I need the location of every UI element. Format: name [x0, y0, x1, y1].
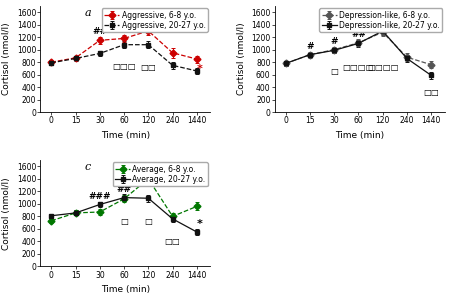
Text: ###: ### — [137, 165, 159, 174]
Text: #: # — [330, 37, 338, 46]
Text: □□: □□ — [165, 237, 180, 246]
X-axis label: Time (min): Time (min) — [335, 131, 384, 140]
Text: □□: □□ — [423, 89, 439, 97]
Legend: Depression-like, 6-8 y.o., Depression-like, 20-27 y.o.: Depression-like, 6-8 y.o., Depression-li… — [319, 8, 442, 32]
Text: *: * — [197, 64, 203, 74]
Text: ##: ## — [351, 30, 366, 39]
Text: #: # — [306, 42, 314, 51]
Text: □□□□: □□□□ — [343, 63, 374, 73]
Text: a: a — [85, 8, 91, 18]
Legend: Average, 6-8 y.o., Average, 20-27 y.o.: Average, 6-8 y.o., Average, 20-27 y.o. — [113, 163, 208, 186]
Text: □: □ — [120, 217, 128, 226]
Text: ##: ## — [117, 185, 132, 194]
Text: ##: ## — [92, 27, 107, 36]
Y-axis label: Cortisol (nmol/l): Cortisol (nmol/l) — [2, 23, 11, 95]
Text: □: □ — [330, 67, 338, 76]
Y-axis label: Cortisol (nmol/l): Cortisol (nmol/l) — [237, 23, 246, 95]
Text: □□□□: □□□□ — [367, 63, 398, 72]
X-axis label: Time (min): Time (min) — [101, 285, 150, 294]
Text: ###: ### — [88, 192, 111, 201]
Text: *: * — [197, 218, 203, 229]
Legend: Aggressive, 6-8 y.o., Aggressive, 20-27 y.o.: Aggressive, 6-8 y.o., Aggressive, 20-27 … — [102, 8, 208, 32]
Text: c: c — [85, 162, 91, 172]
Y-axis label: Cortisol (nmol/l): Cortisol (nmol/l) — [2, 177, 11, 250]
Text: □□□: □□□ — [112, 62, 136, 71]
Text: ##: ## — [117, 25, 132, 34]
Text: ###: ### — [137, 17, 159, 26]
Text: □□: □□ — [141, 63, 156, 72]
X-axis label: Time (min): Time (min) — [101, 131, 150, 140]
Text: □: □ — [145, 217, 152, 226]
Text: b: b — [319, 8, 326, 18]
Text: ####: #### — [368, 18, 398, 27]
